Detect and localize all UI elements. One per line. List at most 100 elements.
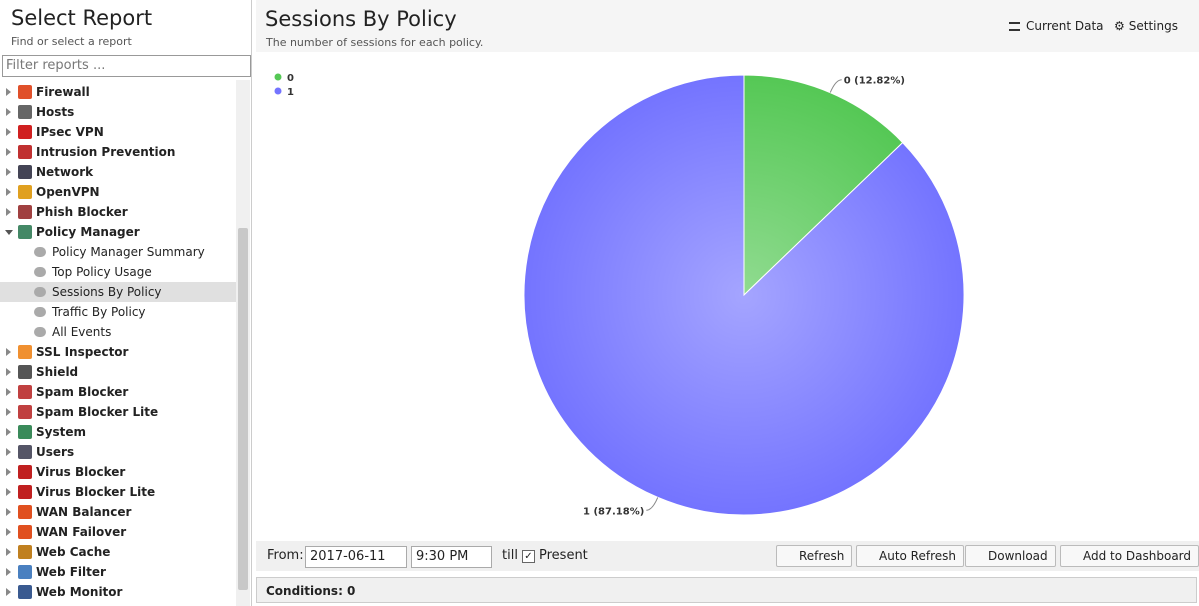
report-subtitle: The number of sessions for each policy. <box>266 36 484 49</box>
report-group[interactable]: Spam Blocker <box>0 382 236 402</box>
expander[interactable] <box>6 528 11 536</box>
group-icon <box>18 105 32 119</box>
report-group[interactable]: Web Cache <box>0 542 236 562</box>
present-checkbox[interactable]: ✓ <box>522 550 535 563</box>
group-icon <box>18 145 32 159</box>
expander[interactable] <box>6 368 11 376</box>
report-group[interactable]: OpenVPN <box>0 182 236 202</box>
refresh-button[interactable]: Refresh <box>776 545 853 567</box>
expander[interactable] <box>6 208 11 216</box>
report-group[interactable]: Policy Manager <box>0 222 236 242</box>
report-group[interactable]: WAN Balancer <box>0 502 236 522</box>
group-label: Web Cache <box>36 545 111 559</box>
legend-marker <box>274 87 282 95</box>
expander[interactable] <box>6 508 11 516</box>
add-dashboard-button[interactable]: Add to Dashboard <box>1060 545 1199 567</box>
expander[interactable] <box>6 428 11 436</box>
report-item[interactable]: Top Policy Usage <box>0 262 236 282</box>
group-label: Web Filter <box>36 565 106 579</box>
group-icon <box>18 165 32 179</box>
expander[interactable] <box>6 168 11 176</box>
group-icon <box>18 85 32 99</box>
report-group[interactable]: Network <box>0 162 236 182</box>
report-group[interactable]: Virus Blocker Lite <box>0 482 236 502</box>
group-icon <box>18 345 32 359</box>
settings-button[interactable]: ⚙ Settings <box>1114 19 1178 33</box>
group-icon <box>18 565 32 579</box>
expander[interactable] <box>6 568 11 576</box>
report-group[interactable]: Web Filter <box>0 562 236 582</box>
group-label: IPsec VPN <box>36 125 104 139</box>
report-group[interactable]: Firewall <box>0 82 236 102</box>
report-item[interactable]: All Events <box>0 322 236 342</box>
label-connector <box>646 497 659 511</box>
toolbar: From: 2017-06-11 9:30 PM till ✓ Present … <box>256 541 1199 571</box>
legend-label: 0 <box>287 73 294 84</box>
expander[interactable] <box>6 448 11 456</box>
current-data-button[interactable]: Current Data <box>1009 19 1104 33</box>
report-item[interactable]: Policy Manager Summary <box>0 242 236 262</box>
filter-input[interactable]: Filter reports ... <box>2 55 251 77</box>
expander[interactable] <box>6 588 11 596</box>
report-group[interactable]: Spam Blocker Lite <box>0 402 236 422</box>
expander[interactable] <box>6 408 11 416</box>
sidebar-title: Select Report <box>11 6 153 30</box>
main-panel: Sessions By Policy The number of session… <box>256 0 1199 606</box>
date-input[interactable]: 2017-06-11 <box>305 546 407 568</box>
till-label: till <box>502 548 518 563</box>
expander[interactable] <box>6 348 11 356</box>
item-icon <box>34 327 46 337</box>
legend-label: 1 <box>287 87 294 98</box>
report-group[interactable]: System <box>0 422 236 442</box>
download-button[interactable]: Download <box>965 545 1056 567</box>
report-title: Sessions By Policy <box>265 7 457 31</box>
report-item[interactable]: Traffic By Policy <box>0 302 236 322</box>
expander[interactable] <box>6 128 11 136</box>
report-group[interactable]: Intrusion Prevention <box>0 142 236 162</box>
expander[interactable] <box>6 88 11 96</box>
group-label: SSL Inspector <box>36 345 129 359</box>
report-group[interactable]: WAN Failover <box>0 522 236 542</box>
report-group[interactable]: Web Monitor <box>0 582 236 602</box>
item-icon <box>34 307 46 317</box>
report-header: Sessions By Policy The number of session… <box>256 0 1199 52</box>
group-icon <box>18 505 32 519</box>
expander[interactable] <box>6 148 11 156</box>
group-icon <box>18 525 32 539</box>
scroll-thumb[interactable] <box>238 228 248 590</box>
group-icon <box>18 205 32 219</box>
conditions-bar[interactable]: Conditions: 0 <box>256 577 1197 603</box>
expander[interactable] <box>6 388 11 396</box>
report-group[interactable]: Virus Blocker <box>0 462 236 482</box>
group-icon <box>18 365 32 379</box>
expander[interactable] <box>5 230 13 235</box>
report-list: Firewall Hosts IPsec VPN Intrusion Preventi… <box>0 82 236 606</box>
group-icon <box>18 585 32 599</box>
report-group[interactable]: Phish Blocker <box>0 202 236 222</box>
from-label: From: <box>267 548 304 563</box>
expander[interactable] <box>6 468 11 476</box>
expander[interactable] <box>6 548 11 556</box>
sidebar-subtitle: Find or select a report <box>11 35 132 48</box>
group-label: WAN Balancer <box>36 505 132 519</box>
report-group[interactable]: Shield <box>0 362 236 382</box>
report-group[interactable]: IPsec VPN <box>0 122 236 142</box>
group-label: Hosts <box>36 105 75 119</box>
report-group[interactable]: Hosts <box>0 102 236 122</box>
expander[interactable] <box>6 488 11 496</box>
button-label: Current Data <box>1026 19 1104 33</box>
report-item[interactable]: Sessions By Policy <box>0 282 236 302</box>
report-group[interactable]: Users <box>0 442 236 462</box>
expander[interactable] <box>6 188 11 196</box>
group-label: Shield <box>36 365 79 379</box>
item-icon <box>34 267 46 277</box>
report-group[interactable]: SSL Inspector <box>0 342 236 362</box>
present-label: Present <box>539 548 588 563</box>
group-label: Network <box>36 165 94 179</box>
expander[interactable] <box>6 108 11 116</box>
time-input[interactable]: 9:30 PM <box>411 546 492 568</box>
data-label: 1 (87.18%) <box>583 506 644 517</box>
group-icon <box>18 225 32 239</box>
auto-refresh-button[interactable]: Auto Refresh <box>856 545 964 567</box>
